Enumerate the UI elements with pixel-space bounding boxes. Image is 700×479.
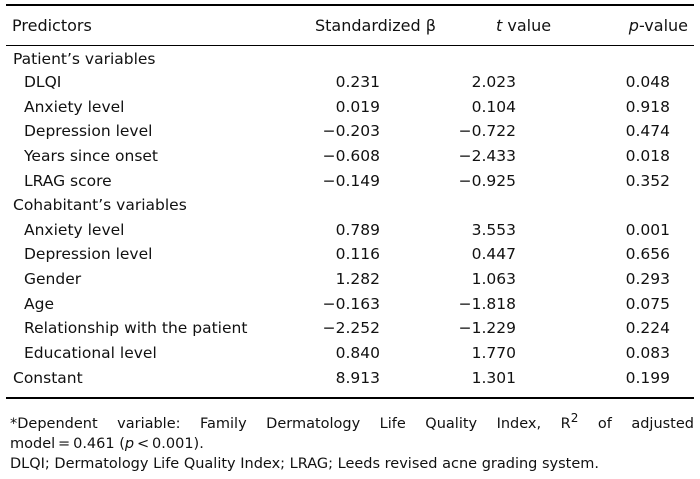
predictor-name: Depression level <box>24 122 153 141</box>
p-value: 0.293 <box>625 270 670 289</box>
predictor-name: Years since onset <box>24 146 159 165</box>
beta-value: −0.608 <box>322 146 380 165</box>
predictor-name: DLQI <box>24 72 62 91</box>
table-row: LRAG score −0.149 −0.925 0.352 <box>6 168 694 193</box>
section-label: Patient’s variables <box>13 50 156 69</box>
predictor-name: Depression level <box>24 245 153 264</box>
p-value: 0.474 <box>625 122 670 141</box>
header-predictors: Predictors <box>12 16 92 35</box>
beta-value: 8.913 <box>335 368 380 387</box>
section-row: Cohabitant’s variables <box>6 193 694 218</box>
footnote-dependent-variable: *Dependent variable: Family Dermatology … <box>10 411 694 432</box>
beta-value: −2.252 <box>322 319 380 338</box>
footnote-adjusted-model: model = 0.461 (p < 0.001). <box>10 435 204 452</box>
table-row: Gender 1.282 1.063 0.293 <box>6 267 694 292</box>
constant-row: Constant 8.913 1.301 0.199 <box>6 365 694 390</box>
p-value: 0.656 <box>625 245 670 264</box>
header-beta: Standardized β <box>315 16 436 35</box>
t-value: 0.447 <box>471 245 516 264</box>
predictor-name: Age <box>24 294 54 313</box>
regression-table: Predictors Standardized β t value p-valu… <box>6 6 694 390</box>
predictor-name: Gender <box>24 270 82 289</box>
t-value: 0.104 <box>471 97 516 116</box>
t-value: −1.818 <box>458 294 516 313</box>
beta-value: 1.282 <box>335 270 380 289</box>
section-row: Patient’s variables <box>6 45 694 70</box>
t-value: −0.722 <box>458 122 516 141</box>
predictor-name: Constant <box>13 368 83 387</box>
t-value: −1.229 <box>458 319 516 338</box>
bottom-rule <box>6 397 694 399</box>
table-row: Anxiety level 0.019 0.104 0.918 <box>6 94 694 119</box>
table-row: DLQI 0.231 2.023 0.048 <box>6 70 694 95</box>
predictor-name: Relationship with the patient <box>24 319 248 338</box>
footnote-abbreviations: DLQI; Dermatology Life Quality Index; LR… <box>10 455 600 472</box>
p-value: 0.918 <box>625 97 670 116</box>
table-body: Patient’s variables DLQI 0.231 2.023 0.0… <box>6 45 694 390</box>
beta-value: −0.149 <box>322 171 380 190</box>
table-row: Age −0.163 −1.818 0.075 <box>6 291 694 316</box>
p-value: 0.352 <box>625 171 670 190</box>
table-footnotes: *Dependent variable: Family Dermatology … <box>10 408 694 474</box>
table-row: Depression level −0.203 −0.722 0.474 <box>6 119 694 144</box>
t-value: 1.770 <box>471 344 516 362</box>
t-value: 3.553 <box>471 220 516 239</box>
p-value: 0.075 <box>625 294 670 313</box>
p-value: 0.001 <box>625 220 670 239</box>
t-value: 2.023 <box>471 72 516 91</box>
header-t-value: t value <box>496 16 552 35</box>
p-value: 0.224 <box>625 319 670 338</box>
table-row: Educational level 0.840 1.770 0.083 <box>6 341 694 366</box>
t-value: 1.063 <box>471 270 516 289</box>
predictor-name: Anxiety level <box>24 97 125 116</box>
header-rule <box>6 45 694 46</box>
top-rule <box>6 4 694 6</box>
p-value: 0.018 <box>625 146 670 165</box>
beta-value: 0.231 <box>335 72 380 91</box>
beta-value: −0.163 <box>322 294 380 313</box>
p-value: 0.199 <box>625 368 670 387</box>
t-value: −0.925 <box>458 171 516 190</box>
header-p-value: p-value <box>628 16 688 35</box>
t-value: −2.433 <box>458 146 516 165</box>
p-value: 0.083 <box>625 344 670 362</box>
table-row: Anxiety level 0.789 3.553 0.001 <box>6 217 694 242</box>
table-row: Years since onset −0.608 −2.433 0.018 <box>6 144 694 169</box>
p-value: 0.048 <box>625 72 670 91</box>
t-value: 1.301 <box>471 368 516 387</box>
section-label: Cohabitant’s variables <box>13 196 187 215</box>
table-row: Depression level 0.116 0.447 0.656 <box>6 242 694 267</box>
predictor-name: Anxiety level <box>24 220 125 239</box>
beta-value: 0.789 <box>335 220 380 239</box>
beta-value: 0.019 <box>335 97 380 116</box>
beta-value: 0.116 <box>335 245 380 264</box>
predictor-name: LRAG score <box>24 171 112 190</box>
table-row: Relationship with the patient −2.252 −1.… <box>6 316 694 341</box>
beta-value: −0.203 <box>322 122 380 141</box>
predictor-name: Educational level <box>24 344 157 362</box>
beta-value: 0.840 <box>335 344 380 362</box>
header-row: Predictors Standardized β t value p-valu… <box>6 6 694 45</box>
